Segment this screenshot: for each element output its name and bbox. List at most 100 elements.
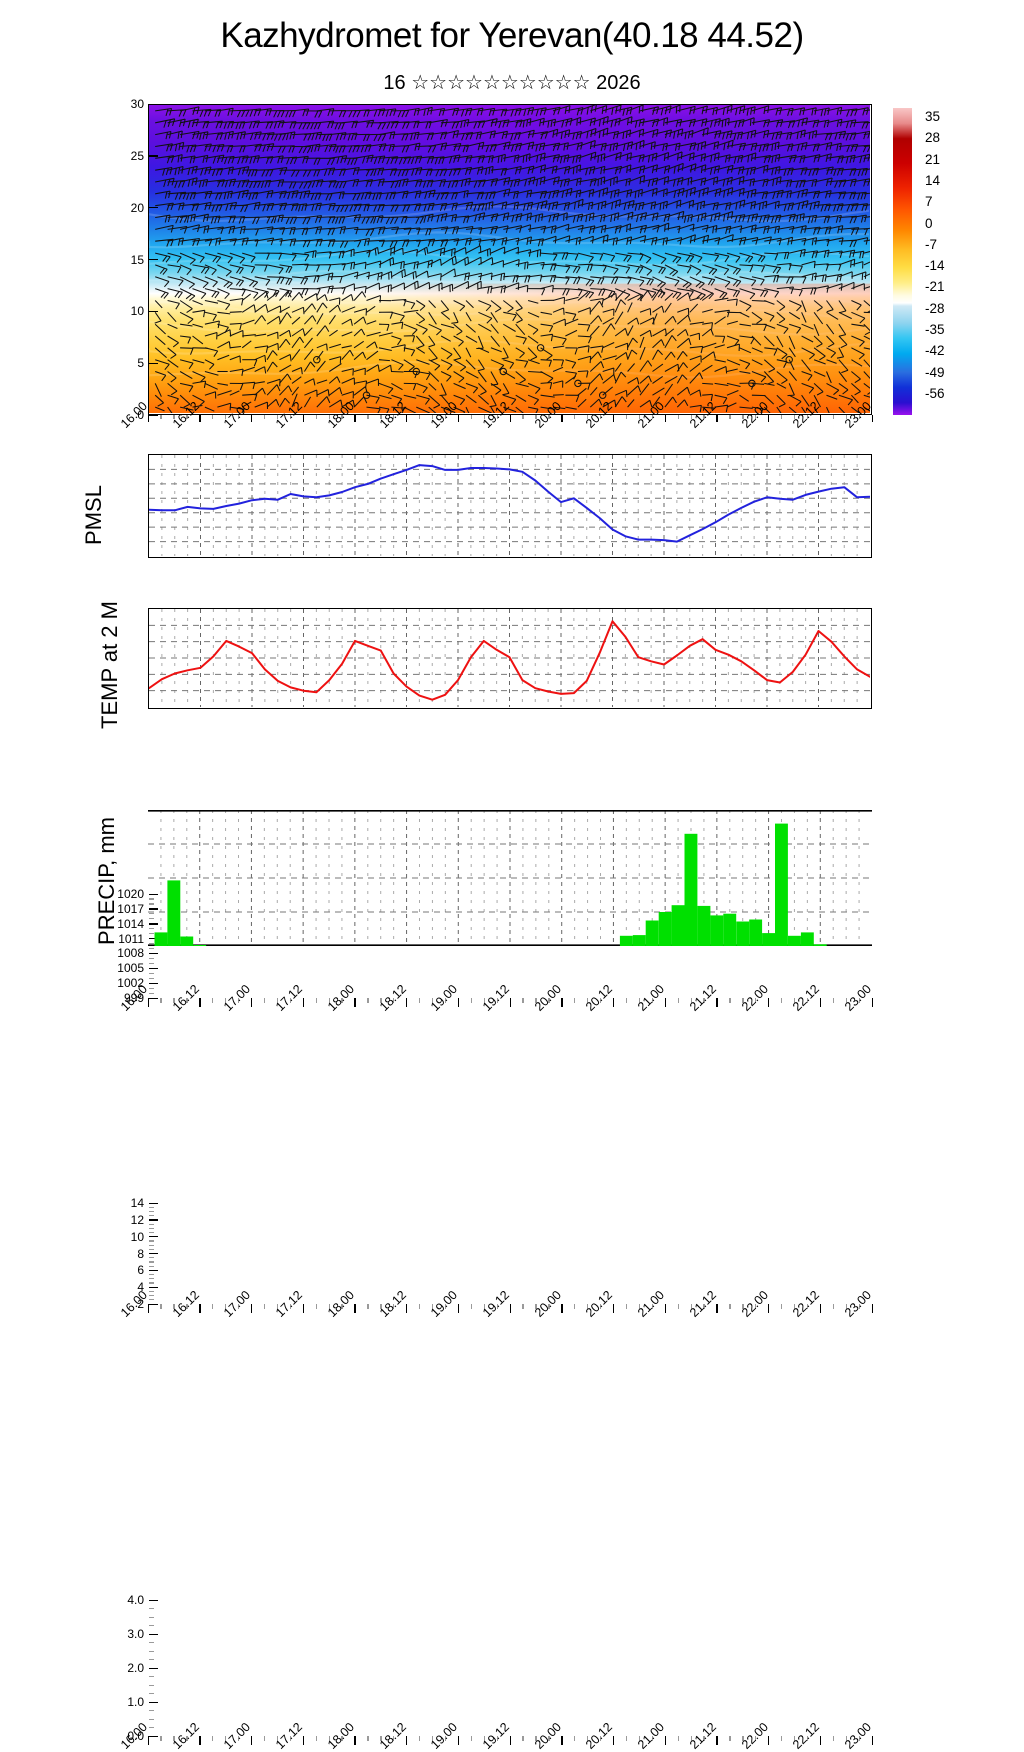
x-tick-label: 19.00 <box>428 1288 460 1320</box>
colorbar-label: -14 <box>925 258 945 273</box>
y-major-tick <box>149 1203 158 1204</box>
y-minor-tick <box>149 1215 154 1216</box>
x-minor-tick <box>367 1304 368 1309</box>
x-minor-tick <box>471 1736 472 1741</box>
x-major-tick <box>613 1304 614 1313</box>
x-minor-tick <box>678 415 679 419</box>
x-minor-tick <box>678 1304 679 1309</box>
x-major-tick <box>716 1736 717 1745</box>
y-minor-tick <box>149 1608 154 1609</box>
x-minor-tick <box>160 1736 161 1741</box>
x-major-tick <box>199 1736 200 1745</box>
x-minor-tick <box>522 1736 523 1741</box>
colorbar-label: -21 <box>925 279 945 294</box>
y-minor-tick <box>149 1719 154 1720</box>
x-tick-label: 16.00 <box>118 399 150 431</box>
x-minor-tick <box>522 415 523 419</box>
y-minor-tick <box>149 1261 154 1262</box>
precip-plot-area <box>148 810 872 946</box>
x-major-tick <box>768 1736 769 1745</box>
y-major-tick <box>149 104 158 105</box>
y-major-tick <box>149 1287 158 1288</box>
colorbar-label: 35 <box>925 109 940 124</box>
x-major-tick <box>820 415 821 422</box>
x-major-tick <box>613 1736 614 1745</box>
y-minor-tick <box>149 1299 154 1300</box>
x-minor-tick <box>471 415 472 419</box>
x-tick-label: 17.12 <box>273 1288 305 1320</box>
x-major-tick <box>820 1304 821 1313</box>
x-minor-tick <box>160 1304 161 1309</box>
x-major-tick <box>510 415 511 422</box>
y-minor-tick <box>149 1240 154 1241</box>
x-major-tick <box>354 1736 355 1745</box>
y-minor-tick <box>149 1228 154 1229</box>
y-major-tick <box>149 155 158 156</box>
x-major-tick <box>406 1304 407 1313</box>
colorbar-gradient <box>893 108 912 415</box>
weather-forecast-chart: Kazhydromet for Yerevan(40.18 44.52) 16 … <box>0 0 1024 1024</box>
x-major-tick <box>665 1304 666 1313</box>
x-minor-tick <box>729 415 730 419</box>
x-minor-tick <box>781 1304 782 1309</box>
y-minor-tick <box>149 1617 154 1618</box>
x-major-tick <box>303 415 304 422</box>
y-major-tick <box>149 1736 158 1737</box>
x-major-tick <box>510 1304 511 1313</box>
x-major-tick <box>251 1736 252 1745</box>
x-minor-tick <box>833 1736 834 1741</box>
colorbar-label: 0 <box>925 216 933 231</box>
y-tick-label: 2.0 <box>102 1662 144 1674</box>
y-tick-label: 10 <box>102 1231 144 1243</box>
y-major-tick <box>149 1304 158 1305</box>
x-minor-tick <box>574 1736 575 1741</box>
x-tick-label: 20.12 <box>583 1288 615 1320</box>
x-major-tick <box>716 1304 717 1313</box>
y-major-tick <box>149 1600 158 1601</box>
x-major-tick <box>354 415 355 422</box>
x-major-tick <box>406 415 407 422</box>
x-major-tick <box>872 1304 873 1313</box>
y-minor-tick <box>149 1676 154 1677</box>
y-major-tick <box>149 1236 158 1237</box>
x-tick-label: 22.00 <box>739 1288 771 1320</box>
x-minor-tick <box>367 415 368 419</box>
precip-axis-title: PRECIP, mm <box>94 761 120 1001</box>
y-minor-tick <box>149 1274 154 1275</box>
y-major-tick <box>149 1702 158 1703</box>
x-minor-tick <box>160 415 161 419</box>
x-minor-tick <box>212 415 213 419</box>
pmsl-plot-area <box>148 454 872 558</box>
y-minor-tick <box>149 1642 154 1643</box>
x-tick-label: 21.00 <box>635 1720 667 1752</box>
x-tick-label: 22.12 <box>790 1720 822 1752</box>
x-tick-label: 20.12 <box>583 1720 615 1752</box>
y-major-tick <box>149 1219 158 1220</box>
x-major-tick <box>510 1736 511 1745</box>
x-minor-tick <box>212 1736 213 1741</box>
x-tick-label: 18.12 <box>377 1288 409 1320</box>
x-major-tick <box>199 1304 200 1313</box>
colorbar-label: -35 <box>925 322 945 337</box>
y-minor-tick <box>149 1211 154 1212</box>
x-major-tick <box>251 1304 252 1313</box>
y-tick-label: 12 <box>102 1214 144 1226</box>
x-minor-tick <box>626 415 627 419</box>
y-minor-tick <box>149 1232 154 1233</box>
x-major-tick <box>872 1736 873 1745</box>
y-major-tick <box>149 1634 158 1635</box>
x-tick-label: 17.00 <box>221 1720 253 1752</box>
x-major-tick <box>458 1304 459 1313</box>
x-major-tick <box>251 415 252 422</box>
y-minor-tick <box>149 1693 154 1694</box>
x-major-tick <box>199 415 200 422</box>
colorbar-label: -49 <box>925 365 945 380</box>
x-major-tick <box>768 1304 769 1313</box>
x-major-tick <box>820 1736 821 1745</box>
x-tick-label: 18.12 <box>377 1720 409 1752</box>
x-tick-label: 23.00 <box>842 1288 874 1320</box>
x-minor-tick <box>212 1304 213 1309</box>
x-major-tick <box>561 1304 562 1313</box>
x-minor-tick <box>833 415 834 419</box>
